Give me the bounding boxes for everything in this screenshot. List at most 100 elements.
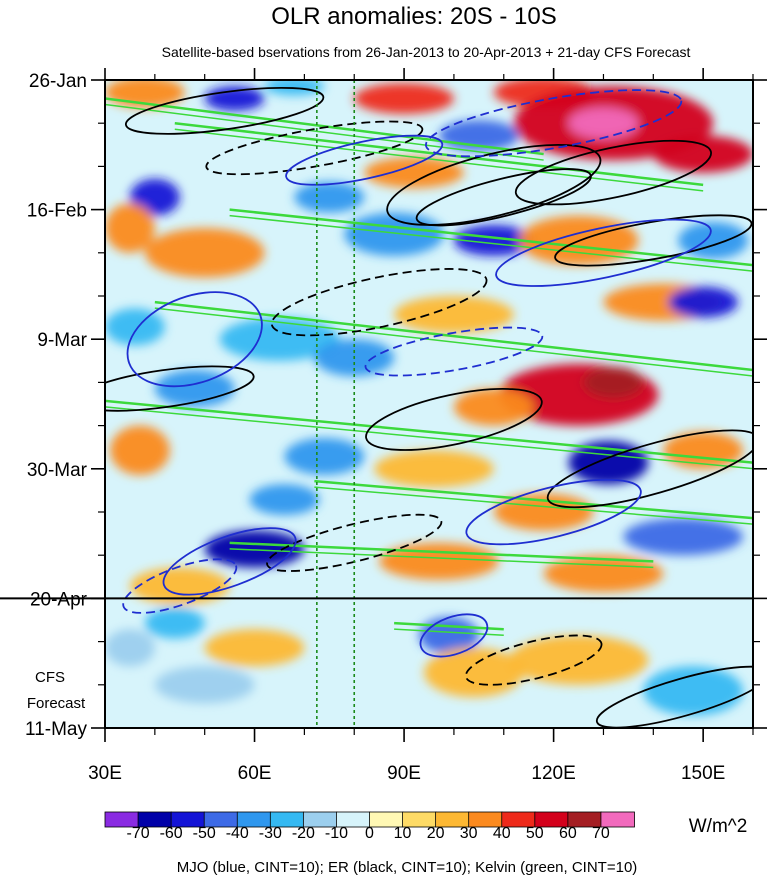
- colorbar-swatch-15: [600, 811, 635, 828]
- forecast-label-line2: Forecast: [27, 695, 86, 712]
- anomaly-blob-6: [568, 107, 639, 139]
- x-tick-label-3: 120E: [531, 763, 575, 784]
- anomaly-blob-44: [508, 635, 649, 685]
- y-tick-label-3: 30-Mar: [27, 460, 88, 481]
- kelvin-track-4: [105, 399, 753, 464]
- colorbar-label-14: 70: [592, 825, 610, 842]
- mjo-contour-15: [495, 218, 712, 287]
- er-contour-4: [514, 139, 712, 206]
- kelvin-track-7: [394, 621, 504, 631]
- colorbar-label-10: 30: [460, 825, 478, 842]
- y-axis: 26-Jan 16-Feb 9-Mar 30-Mar 20-Apr 11-May: [25, 71, 767, 740]
- mjo-contour-19: [465, 478, 642, 546]
- anomaly-blob-9: [364, 157, 464, 188]
- anomaly-blob-17: [678, 221, 749, 259]
- er-contour-0: [124, 86, 325, 135]
- plot-frame: [104, 79, 754, 729]
- colorbar-label-0: -70: [127, 825, 150, 842]
- anomaly-blob-11: [105, 203, 155, 253]
- colorbar-label-5: -20: [292, 825, 315, 842]
- anomaly-blob-33: [249, 484, 320, 516]
- y-tick-label-1: 16-Feb: [27, 201, 87, 222]
- anomaly-blob-7: [653, 135, 753, 173]
- kelvin-track-0: [105, 97, 544, 156]
- colorbar-label-4: -30: [259, 825, 282, 842]
- wave-contours: [105, 86, 753, 728]
- y-tick-label-4: 20-Apr: [30, 589, 88, 610]
- colorbar: -70 -60 -50 -40 -30 -20 -10 0 10 20 30 40 50 60 70: [104, 811, 635, 842]
- anomaly-blob-13: [144, 228, 265, 278]
- er-contour-8: [365, 388, 543, 451]
- kelvin-track-1-outer: [174, 128, 704, 192]
- anomaly-blob-34: [493, 493, 594, 531]
- forecast-label-line1: CFS: [35, 669, 65, 686]
- colorbar-label-8: 10: [394, 825, 412, 842]
- kelvin-track-3: [154, 300, 753, 372]
- mjo-contour-14: [285, 134, 444, 186]
- colorbar-label-7: 0: [365, 825, 374, 842]
- kelvin-track-5: [314, 479, 753, 520]
- kelvin-contours: [105, 97, 753, 637]
- x-tick-label-4: 150E: [681, 763, 725, 784]
- anomaly-blob-41: [204, 629, 305, 667]
- mjo-contour-20: [419, 613, 489, 658]
- mjo-contour-16: [126, 291, 263, 388]
- er-contour-2: [386, 144, 602, 226]
- anomaly-blob-43: [424, 647, 524, 698]
- kelvin-track-5-outer: [314, 486, 753, 525]
- kelvin-track-3-outer: [154, 307, 753, 377]
- colorbar-label-2: -50: [193, 825, 216, 842]
- er-contour-3: [415, 168, 592, 227]
- anomaly-blob-47: [105, 629, 155, 667]
- er-contour-5: [270, 268, 488, 337]
- anomaly-blob-35: [204, 530, 305, 568]
- x-tick-label-2: 90E: [387, 763, 421, 784]
- anomaly-blob-40: [144, 607, 205, 639]
- anomaly-blob-36: [379, 542, 499, 580]
- colorbar-label-3: -40: [226, 825, 249, 842]
- anomaly-blob-10: [129, 178, 180, 216]
- anomaly-blob-15: [453, 225, 534, 256]
- colorbar-label-1: -60: [160, 825, 183, 842]
- x-tick-label-0: 30E: [88, 763, 122, 784]
- anomaly-blob-3: [354, 83, 454, 114]
- y-tick-label-0: 26-Jan: [29, 71, 87, 92]
- colorbar-label-9: 20: [427, 825, 445, 842]
- mjo-contour-17: [364, 326, 544, 377]
- colorbar-label-11: 40: [493, 825, 511, 842]
- colorbar-label-6: -10: [325, 825, 348, 842]
- contour-caption: MJO (blue, CINT=10); ER (black, CINT=10)…: [177, 859, 638, 876]
- anomaly-blob-29: [284, 437, 365, 475]
- anomaly-blob-28: [109, 425, 170, 475]
- anomaly-blob-25: [583, 366, 644, 398]
- er-contour-9: [546, 429, 753, 509]
- er-contour-12: [595, 665, 753, 728]
- er-contour-6: [554, 214, 753, 267]
- anomaly-blob-37: [623, 518, 744, 556]
- colorbar-label-13: 60: [559, 825, 577, 842]
- anomaly-blob-12: [294, 181, 365, 213]
- mjo-contour-13: [425, 89, 683, 158]
- anomaly-blob-46: [154, 666, 255, 704]
- x-axis: 30E 60E 90E 120E 150E: [88, 68, 754, 784]
- er-contour-10: [266, 513, 443, 572]
- mjo-contour-18: [162, 527, 297, 596]
- mjo-contour-21: [122, 558, 238, 614]
- anomaly-blob-19: [668, 286, 739, 318]
- chart-subtitle: Satellite-based bservations from 26-Jan-…: [162, 44, 691, 60]
- colorbar-units: W/m^2: [689, 816, 748, 837]
- kelvin-track-6: [229, 541, 654, 563]
- anomaly-blob-32: [374, 450, 494, 488]
- kelvin-track-0-outer: [105, 103, 544, 161]
- colorbar-label-12: 50: [526, 825, 544, 842]
- y-tick-label-2: 9-Mar: [37, 330, 87, 351]
- anomaly-blob-22: [105, 308, 165, 346]
- anomaly-blob-45: [643, 666, 744, 716]
- y-tick-label-5: 11-May: [25, 719, 87, 740]
- er-contour-11: [464, 634, 603, 686]
- kelvin-track-4-outer: [105, 406, 753, 470]
- anomaly-blob-1: [204, 86, 265, 111]
- anomaly-blob-20: [219, 317, 340, 361]
- anomaly-blob-21: [394, 296, 514, 334]
